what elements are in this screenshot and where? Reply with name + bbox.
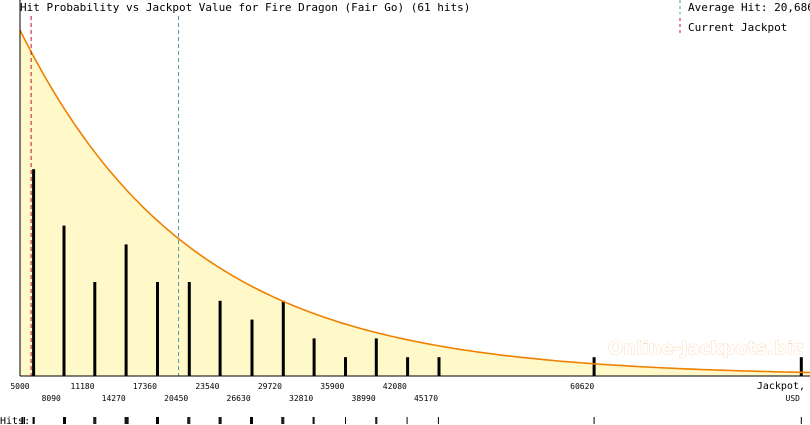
x-tick-label-bottom-5: 38990 — [352, 394, 376, 403]
plot-area: Online-Jackpots.biz — [19, 16, 810, 376]
bar-0 — [32, 169, 36, 376]
x-tick-label-bottom-3: 26630 — [227, 394, 251, 403]
x-tick-label-top-7: 60620 — [570, 382, 594, 391]
hit-marks — [21, 417, 802, 424]
bar-11 — [374, 338, 378, 376]
bar-7 — [250, 319, 254, 376]
x-tick-label-top-2: 17360 — [133, 382, 157, 391]
x-axis-ticks: 5000 11180 17360 23540 29720 35900 42080 60620 8… — [10, 382, 594, 403]
legend-current-jackpot: Current Jackpot — [688, 21, 787, 34]
bar-14 — [592, 357, 596, 376]
x-tick-label-bottom-1: 14270 — [102, 394, 126, 403]
probability-curve — [19, 29, 810, 374]
watermark: Online-Jackpots.biz — [608, 338, 803, 359]
x-tick-label-top-6: 42080 — [383, 382, 407, 391]
bar-8 — [281, 300, 285, 376]
hit-bars — [32, 169, 803, 376]
x-tick-label-top-4: 29720 — [258, 382, 282, 391]
hits-label: Hits: — [0, 416, 30, 425]
bar-15 — [799, 357, 803, 376]
legend-average-hit: Average Hit: 20,686 — [688, 1, 810, 14]
x-tick-label-bottom-4: 32810 — [289, 394, 313, 403]
x-tick-label-top-3: 23540 — [195, 382, 219, 391]
bar-13 — [437, 357, 441, 376]
bar-1 — [62, 225, 66, 376]
bar-9 — [312, 338, 316, 376]
x-tick-label-bottom-2: 20450 — [164, 394, 188, 403]
bar-12 — [406, 357, 410, 376]
chart-title: Hit Probability vs Jackpot Value for Fir… — [20, 1, 470, 14]
x-tick-label-bottom-0: 8090 — [42, 394, 61, 403]
x-tick-label-top-0: 5000 — [10, 382, 29, 391]
bar-4 — [156, 282, 159, 376]
x-axis-label: Jackpot, — [757, 381, 805, 392]
x-axis-unit: USD — [786, 394, 801, 403]
x-tick-label-top-5: 35900 — [320, 382, 344, 391]
bar-2 — [93, 282, 97, 376]
x-tick-label-bottom-6: 45170 — [414, 394, 438, 403]
bar-6 — [218, 300, 222, 376]
bar-10 — [344, 357, 347, 376]
bar-3 — [124, 244, 128, 376]
bar-5 — [187, 282, 191, 376]
probability-curve-fill — [20, 30, 810, 376]
x-tick-label-top-1: 11180 — [70, 382, 94, 391]
